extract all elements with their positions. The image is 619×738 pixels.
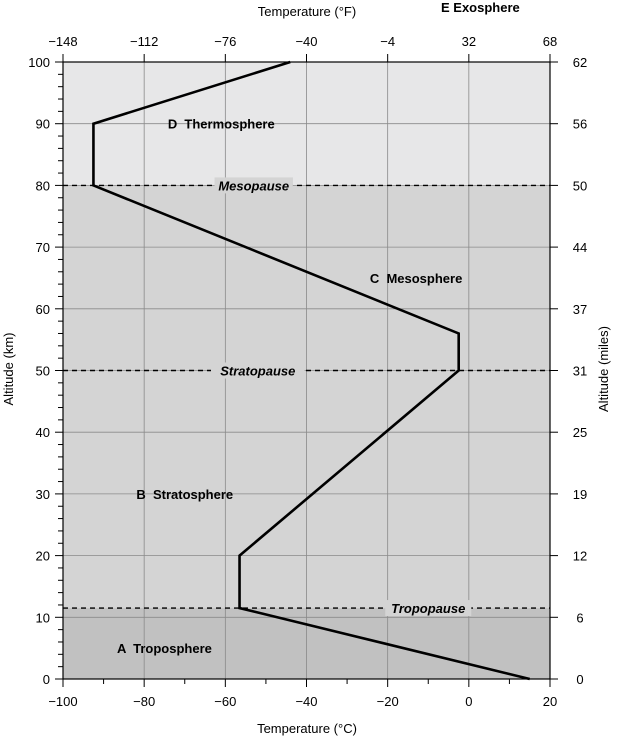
left-tick-label: 90 (36, 117, 50, 132)
top-tick-label: −148 (48, 34, 77, 49)
left-tick-label: 60 (36, 302, 50, 317)
tick-labels: −100 −80 −60 −40 −20 0 20−148 −112 −76 −40 −4 32 680… (28, 34, 587, 709)
right-tick-label: 0 (576, 672, 583, 687)
left-tick-label: 30 (36, 487, 50, 502)
left-tick-label: 20 (36, 549, 50, 564)
boundary-label-mesopause: Mesopause (218, 178, 289, 193)
top-axis-title: Temperature (°F) (258, 4, 356, 19)
bottom-tick-label: 20 (543, 694, 557, 709)
boundary-lines: Tropopause Stratopause Mesopause (63, 177, 550, 617)
bottom-tick-label: −20 (377, 694, 399, 709)
right-axis-title: Altitude (miles) (596, 326, 611, 412)
left-tick-label: 10 (36, 610, 50, 625)
boundary-label-stratopause: Stratopause (220, 364, 295, 379)
left-tick-label: 100 (28, 55, 50, 70)
bottom-tick-label: −80 (133, 694, 155, 709)
left-tick-label: 80 (36, 178, 50, 193)
layer-label-0: A Troposphere (117, 641, 212, 656)
top-tick-label: −4 (380, 34, 395, 49)
bottom-tick-label: −40 (295, 694, 317, 709)
layer-label-2: C Mesosphere (370, 271, 462, 286)
exosphere-label: E Exosphere (441, 0, 520, 15)
right-tick-label: 25 (573, 425, 587, 440)
right-tick-label: 12 (573, 549, 587, 564)
top-tick-label: −40 (295, 34, 317, 49)
top-tick-label: 68 (543, 34, 557, 49)
right-tick-label: 50 (573, 178, 587, 193)
right-tick-label: 19 (573, 487, 587, 502)
top-tick-label: −112 (130, 34, 158, 49)
left-tick-label: 70 (36, 240, 50, 255)
bottom-tick-label: 0 (465, 694, 472, 709)
right-tick-label: 44 (573, 240, 587, 255)
left-axis-title: Altitude (km) (1, 333, 16, 406)
layer-label-3: D Thermosphere (168, 117, 275, 132)
right-tick-label: 6 (576, 610, 583, 625)
boundary-label-bg-2 (214, 177, 293, 194)
bottom-tick-label: −100 (48, 694, 77, 709)
bottom-axis-title: Temperature (°C) (257, 721, 357, 736)
boundary-label-bg-1 (211, 362, 305, 379)
left-tick-label: 50 (36, 364, 50, 379)
right-tick-label: 56 (573, 117, 587, 132)
right-tick-label: 37 (573, 302, 587, 317)
left-tick-label: 0 (43, 672, 50, 687)
boundary-label-tropopause: Tropopause (391, 601, 465, 616)
left-tick-label: 40 (36, 425, 50, 440)
top-tick-label: −76 (214, 34, 236, 49)
top-tick-label: 32 (462, 34, 476, 49)
layer-labels: A Troposphere B Stratosphere C Mesosphere D… (117, 117, 462, 656)
temperature-profile-line (92, 60, 531, 681)
layer-label-1: B Stratosphere (136, 487, 233, 502)
right-tick-label: 62 (573, 55, 587, 70)
axis-ticks (55, 54, 558, 687)
right-tick-label: 31 (573, 364, 587, 379)
bottom-tick-label: −60 (214, 694, 236, 709)
boundary-label-bg-0 (385, 600, 472, 617)
